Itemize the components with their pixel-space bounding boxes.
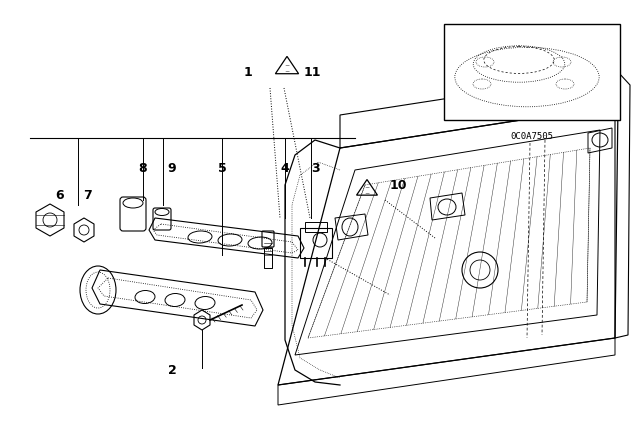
Text: 4: 4 [280,161,289,175]
Text: 9: 9 [168,161,176,175]
Bar [305,222,327,232]
Text: 11: 11 [303,65,321,78]
Text: 10: 10 [390,178,408,191]
Text: 3: 3 [312,161,320,175]
Bar [300,228,332,258]
Text: 2: 2 [168,363,177,376]
Text: 8: 8 [139,161,147,175]
Text: ~
~: ~ ~ [284,64,290,74]
Text: 5: 5 [218,161,227,175]
Text: 1: 1 [244,65,252,78]
Text: 6: 6 [56,189,64,202]
Bar [444,24,620,120]
Text: 0C0A7505: 0C0A7505 [511,132,554,141]
Text: 7: 7 [84,189,92,202]
Text: ~
~: ~ ~ [364,185,370,196]
